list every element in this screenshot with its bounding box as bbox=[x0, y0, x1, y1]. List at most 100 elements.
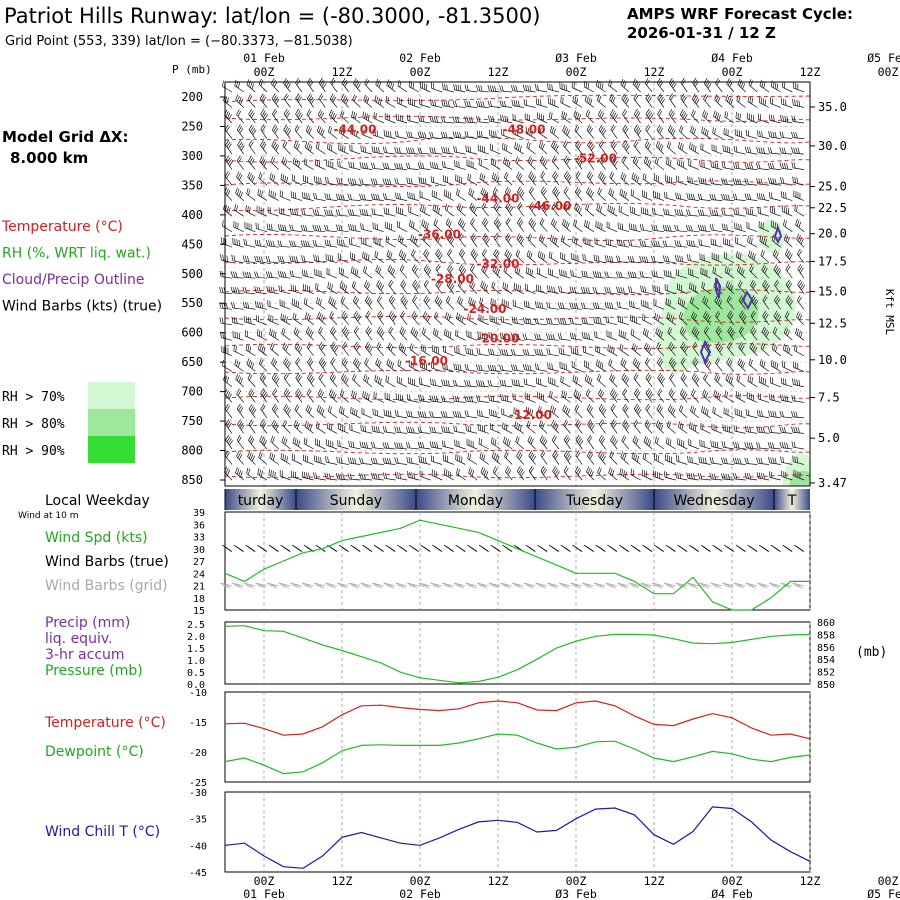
isotherm-line bbox=[224, 395, 811, 401]
grid-point-text: Grid Point (553, 339) lat/lon = (−80.337… bbox=[5, 34, 353, 49]
day-label: Ø3 Feb bbox=[555, 51, 597, 65]
wind-tick-label: 18 bbox=[193, 594, 205, 605]
isotherm-label: -46.00 bbox=[529, 199, 572, 213]
legend-item: Cloud/Precip Outline bbox=[2, 272, 145, 288]
wind-speed-line bbox=[224, 519, 810, 611]
bottom-day-label: Ø5 Feb bbox=[867, 887, 900, 900]
wind-tick-label: 24 bbox=[193, 569, 205, 580]
hour-label: 00Z bbox=[410, 65, 431, 79]
wind-series-label: Wind Spd (kts) bbox=[45, 530, 148, 546]
wind-tick-label: 30 bbox=[193, 545, 205, 556]
weekday-cell bbox=[225, 489, 296, 510]
pressure-tick-label: 850 bbox=[181, 473, 203, 487]
weekday-label: Tuesday bbox=[565, 493, 623, 509]
height-tick-label: 12.5 bbox=[818, 316, 847, 330]
isotherm-label: -44.00 bbox=[477, 191, 520, 205]
hour-label: 12Z bbox=[800, 65, 821, 79]
temperature-series-label: Temperature (°C) bbox=[44, 715, 166, 731]
pressure-tick-label: 850 bbox=[817, 680, 835, 691]
cycle-label: AMPS WRF Forecast Cycle: bbox=[627, 5, 853, 23]
wind-barbs-true-layer bbox=[221, 544, 805, 553]
dewpoint-line bbox=[224, 733, 811, 775]
day-label: Ø5 Feb bbox=[867, 51, 900, 65]
height-tick-label: 17.5 bbox=[818, 254, 847, 268]
wind-chill-ticks: -30 -35 -40 -45 bbox=[189, 788, 207, 879]
isotherm-label: -36.00 bbox=[418, 227, 461, 241]
isotherm-line bbox=[224, 369, 811, 375]
weekday-cell bbox=[654, 489, 774, 510]
wind-chill-grid bbox=[263, 792, 811, 872]
surface-wind-title: Wind at 10 m bbox=[18, 511, 78, 521]
height-tick-label: 35.0 bbox=[818, 100, 847, 114]
weekday-cell bbox=[416, 489, 535, 510]
pressure-tick-label: 700 bbox=[181, 385, 203, 399]
isotherm-line bbox=[224, 180, 811, 187]
pressure-tick-label: 200 bbox=[181, 90, 203, 104]
isotherm-label: -12.00 bbox=[509, 408, 552, 422]
isotherm-label: -44.00 bbox=[334, 122, 377, 136]
pressure-axis-label: P (mb) bbox=[172, 63, 212, 76]
height-tick-label: 3.47 bbox=[818, 476, 847, 490]
isotherm-line bbox=[224, 234, 811, 241]
pressure-tick-label: 400 bbox=[181, 208, 203, 222]
isotherm-line bbox=[224, 315, 811, 323]
hour-label: 12Z bbox=[332, 65, 353, 79]
wind-chill-tick-label: -40 bbox=[189, 841, 207, 852]
pressure-ticks: 200 250 300 350 400 450 500 550 600 650 700 750 800 8… bbox=[181, 90, 225, 487]
wind-tick-label: 36 bbox=[193, 520, 205, 531]
isotherm-line bbox=[224, 259, 811, 266]
temperature-tick-label: -15 bbox=[189, 718, 207, 729]
cycle-value: 2026-01-31 / 12 Z bbox=[627, 24, 776, 42]
height-ticks: 35.0 30.0 25.0 22.5 20.0 17.5 15.0 12.5 10.0 7.5 5… bbox=[810, 100, 847, 490]
wind-chill-line bbox=[224, 806, 811, 869]
legend-item: Temperature (°C) bbox=[1, 219, 123, 235]
precip-series-label: 3-hr accum bbox=[45, 647, 125, 663]
height-tick-label: 10.0 bbox=[818, 353, 847, 367]
precip-tick-label: 1.0 bbox=[187, 656, 205, 667]
bottom-hour-label: 00Z bbox=[410, 874, 431, 888]
true-wind-barbs bbox=[221, 544, 805, 553]
rh-legend: RH > 70% RH > 80% RH > 90% bbox=[2, 382, 135, 463]
height-tick-label: 7.5 bbox=[818, 391, 840, 405]
day-label: 02 Feb bbox=[399, 51, 441, 65]
isotherm-label: -20.00 bbox=[477, 332, 520, 346]
bottom-hour-label: 00Z bbox=[254, 874, 275, 888]
isotherm-label: -16.00 bbox=[405, 354, 448, 368]
precip-series-label: Pressure (mb) bbox=[45, 663, 143, 679]
pressure-tick-label: 852 bbox=[817, 668, 835, 679]
day-label: Ø4 Feb bbox=[711, 51, 753, 65]
grid-size-label: Model Grid ΔX: bbox=[2, 128, 129, 146]
cloud-outline bbox=[699, 339, 712, 365]
hour-label: 00Z bbox=[566, 65, 587, 79]
wind-tick-label: 21 bbox=[193, 582, 205, 593]
pressure-unit-label: (mb) bbox=[856, 645, 887, 660]
precip-tick-label: 2.5 bbox=[187, 620, 205, 631]
precip-pressure-labels: Precip (mm)liq. equiv.3-hr accumPressure… bbox=[45, 615, 143, 679]
bottom-day-label: 02 Feb bbox=[399, 887, 441, 900]
precip-tick-label: 2.0 bbox=[187, 632, 205, 643]
wind-chill-labels: Wind Chill T (°C) bbox=[45, 824, 160, 840]
rh-label: RH > 80% bbox=[2, 417, 65, 432]
precip-series-label: liq. equiv. bbox=[45, 631, 112, 647]
wind-panel bbox=[220, 511, 811, 611]
hour-label: 00Z bbox=[878, 65, 899, 79]
precip-pressure-panel bbox=[224, 621, 811, 685]
bottom-day-label: Ø3 Feb bbox=[555, 887, 597, 900]
weekday-cell bbox=[535, 489, 654, 510]
cloud-outlines bbox=[699, 225, 783, 365]
isotherm-label: -48.00 bbox=[503, 122, 546, 136]
cloud-outline bbox=[715, 277, 722, 299]
precip-series-label: Precip (mm) bbox=[45, 615, 130, 631]
isotherm-line bbox=[224, 155, 811, 163]
pressure-tick-label: 600 bbox=[181, 326, 203, 340]
weekday-title: Local Weekday bbox=[45, 493, 150, 509]
temperature-labels: Temperature (°C) Dewpoint (°C) bbox=[44, 715, 166, 760]
precip-pressure-grid bbox=[263, 622, 811, 684]
weekday-cell bbox=[296, 489, 416, 510]
wind-chill-tick-label: -35 bbox=[189, 815, 207, 826]
isotherm-line bbox=[224, 203, 811, 212]
rh-swatch bbox=[88, 436, 135, 463]
wind-tick-label: 33 bbox=[193, 533, 205, 544]
